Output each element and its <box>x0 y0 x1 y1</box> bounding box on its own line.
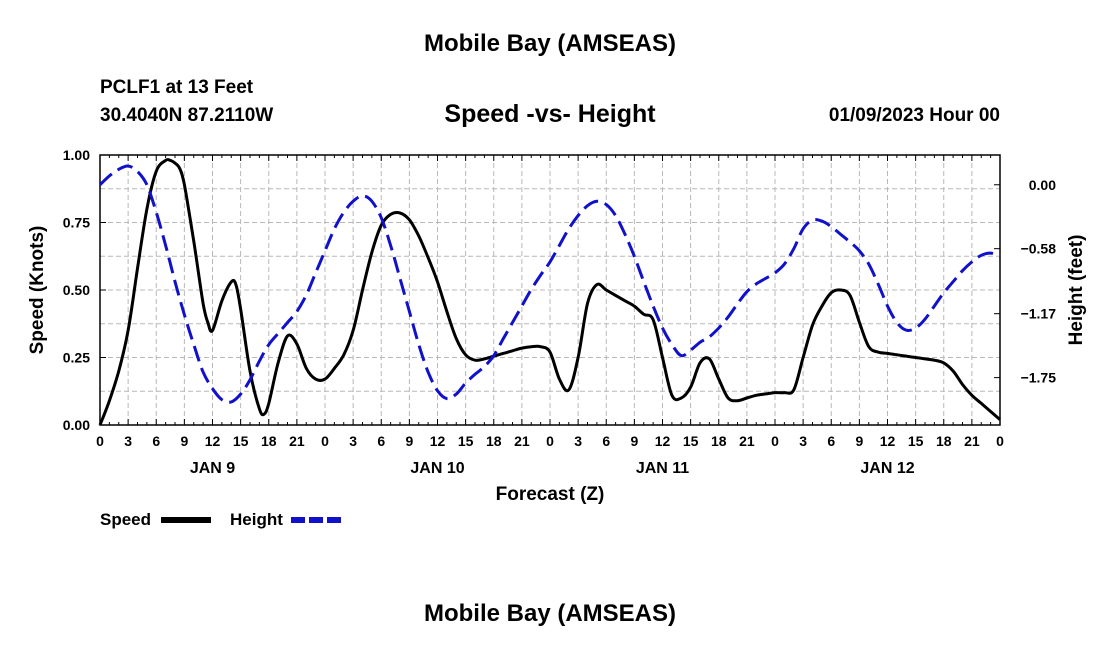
x-tick-label: 0 <box>996 433 1004 449</box>
x-axis-label: Forecast (Z) <box>496 484 605 505</box>
x-tick-label: 15 <box>908 433 924 449</box>
day-label: JAN 12 <box>860 460 914 477</box>
y2-tick-label: −0.58 <box>1021 241 1057 257</box>
y-tick-label: 1.00 <box>63 147 90 163</box>
y-tick-label: 0.75 <box>63 215 90 231</box>
y2-axis-label: Height (feet) <box>1066 235 1087 346</box>
x-tick-label: 18 <box>486 433 502 449</box>
station-label: PCLF1 at 13 Feet <box>100 77 254 98</box>
y-axis-label: Speed (Knots) <box>27 226 48 355</box>
bottom-title: Mobile Bay (AMSEAS) <box>423 600 677 627</box>
y2-tick-label: −1.75 <box>1021 370 1057 386</box>
x-tick-label: 15 <box>683 433 699 449</box>
y-tick-label: 0.25 <box>63 350 90 366</box>
legend-speed-swatch <box>161 517 211 523</box>
x-tick-label: 15 <box>233 433 249 449</box>
x-tick-label: 18 <box>936 433 952 449</box>
x-tick-label: 0 <box>546 433 554 449</box>
day-label: JAN 11 <box>636 460 689 477</box>
x-tick-label: 3 <box>349 433 357 449</box>
x-tick-label: 12 <box>430 433 446 449</box>
day-label: JAN 9 <box>190 460 235 477</box>
x-tick-label: 3 <box>574 433 582 449</box>
x-tick-label: 0 <box>321 433 329 449</box>
y2-tick-label: 0.00 <box>1029 177 1056 193</box>
x-tick-label: 9 <box>630 433 638 449</box>
x-tick-label: 12 <box>655 433 671 449</box>
x-tick-label: 6 <box>152 433 160 449</box>
x-tick-label: 0 <box>771 433 779 449</box>
station-coordinates: 30.4040N 87.2110W <box>100 105 274 126</box>
x-tick-label: 9 <box>180 433 188 449</box>
x-tick-label: 3 <box>124 433 132 449</box>
x-tick-label: 18 <box>711 433 727 449</box>
legend-height-swatch <box>291 517 341 523</box>
y-tick-label: 0.50 <box>63 282 90 298</box>
x-tick-label: 21 <box>739 433 755 449</box>
y-tick-label: 0.00 <box>63 417 90 433</box>
day-label: JAN 10 <box>410 460 464 477</box>
chart-title: Speed -vs- Height <box>444 100 656 128</box>
legend-height-label: Height <box>230 510 283 529</box>
x-tick-label: 6 <box>827 433 835 449</box>
x-tick-label: 6 <box>602 433 610 449</box>
legend-speed-label: Speed <box>100 510 152 529</box>
x-tick-label: 9 <box>405 433 413 449</box>
x-tick-label: 15 <box>458 433 474 449</box>
x-tick-label: 0 <box>96 433 104 449</box>
page-title: Mobile Bay (AMSEAS) <box>423 30 677 57</box>
x-tick-label: 21 <box>289 433 305 449</box>
x-tick-label: 18 <box>261 433 277 449</box>
speed-series-line <box>98 157 1001 426</box>
x-tick-label: 12 <box>205 433 221 449</box>
x-tick-label: 6 <box>377 433 385 449</box>
x-tick-label: 21 <box>964 433 980 449</box>
x-tick-label: 12 <box>880 433 896 449</box>
x-tick-label: 3 <box>799 433 807 449</box>
x-tick-label: 21 <box>514 433 530 449</box>
x-tick-label: 9 <box>855 433 863 449</box>
y2-tick-label: −1.17 <box>1021 306 1057 322</box>
height-series-line <box>98 164 1001 404</box>
forecast-date: 01/09/2023 Hour 00 <box>828 105 1000 126</box>
